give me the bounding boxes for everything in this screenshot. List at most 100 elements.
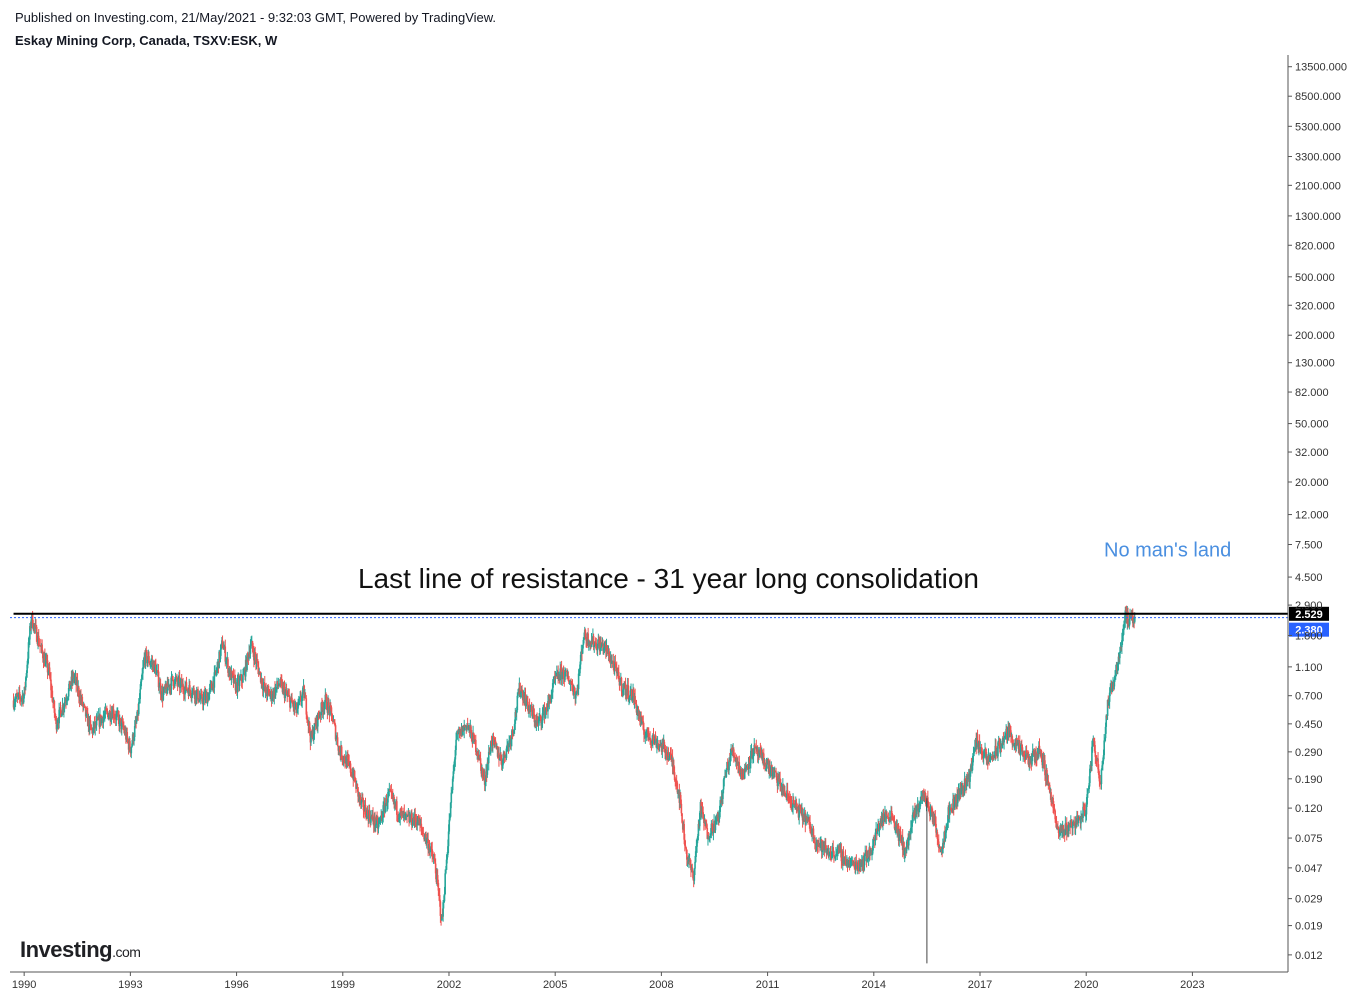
candle-body (971, 765, 973, 772)
candle-body (230, 670, 233, 681)
candle-body (561, 671, 564, 680)
candle-body (268, 691, 271, 697)
candle-body (163, 687, 165, 693)
candle-body (1106, 700, 1109, 716)
candle-body (1085, 814, 1087, 817)
candle-body (193, 688, 195, 694)
y-tick-label: 200.000 (1295, 330, 1335, 342)
candle-body (500, 754, 502, 760)
candle-body (641, 719, 643, 724)
x-tick-label: 2008 (649, 979, 673, 991)
candle-body (1124, 610, 1127, 623)
candle-body (510, 738, 513, 745)
candle-body (505, 748, 508, 758)
candle-body (202, 696, 205, 705)
candle-body (149, 663, 152, 665)
candle-body (146, 651, 148, 663)
candle-body (451, 790, 453, 793)
y-tick-label: 2.900 (1295, 600, 1323, 612)
candle-body (489, 752, 491, 754)
candle-body (174, 678, 177, 680)
y-tick-label: 7.500 (1295, 540, 1323, 552)
candle-body (679, 795, 682, 804)
candle-body (608, 651, 611, 661)
candle-body (447, 846, 449, 855)
candle-body (697, 823, 700, 836)
candle-body (72, 674, 75, 680)
candle-body (425, 839, 428, 843)
candle-body (1105, 715, 1108, 727)
candle-body (1078, 816, 1081, 819)
candle-body (885, 814, 888, 819)
candle-body (743, 778, 745, 780)
candle-body (1025, 750, 1028, 755)
candle-body (722, 779, 725, 790)
y-tick-label: 820.000 (1295, 240, 1335, 252)
candle-body (808, 818, 811, 822)
candle-body (180, 679, 183, 687)
candle-body (1001, 744, 1003, 747)
candle-body (617, 671, 620, 680)
candle-body (951, 811, 954, 813)
candle-body (313, 723, 316, 735)
candle-body (141, 673, 144, 679)
candle-body (321, 702, 323, 707)
candle-body (387, 791, 390, 793)
candle-body (661, 742, 664, 752)
candle-body (450, 792, 453, 803)
candle-body (532, 710, 535, 715)
candle-body (411, 813, 413, 826)
candle-body (899, 831, 902, 842)
investing-logo[interactable]: Investing.com (20, 937, 141, 963)
candle-body (916, 806, 918, 815)
candle-body (599, 641, 602, 652)
candle-body (65, 700, 68, 702)
candle-body (130, 747, 133, 754)
candle-body (942, 842, 944, 854)
candle-body (575, 694, 577, 699)
candle-body (1113, 679, 1116, 687)
candle-body (347, 757, 349, 760)
candle-body (393, 796, 395, 804)
candle-body (675, 780, 677, 783)
candle-body (483, 775, 486, 785)
candle-body (828, 854, 830, 857)
candle-body (945, 826, 948, 833)
x-tick-label: 2020 (1074, 979, 1098, 991)
candle-body (252, 648, 254, 654)
candle-body (123, 727, 125, 730)
candle-body (571, 684, 574, 691)
candle-body (379, 819, 381, 822)
candle-body (1085, 804, 1088, 815)
candle-body (922, 790, 924, 794)
candle-body (568, 683, 571, 685)
candle-body (1031, 750, 1034, 755)
candle-body (993, 755, 996, 757)
candle-body (50, 679, 52, 691)
candle-body (378, 821, 380, 825)
candle-body (528, 706, 531, 713)
candle-body (486, 762, 489, 775)
candle-body (946, 822, 949, 826)
candle-body (801, 807, 804, 821)
candle-body (495, 743, 498, 749)
candle-body (905, 841, 908, 851)
candle-body (305, 698, 308, 715)
candle-body (716, 815, 719, 819)
candle-body (696, 839, 698, 847)
candle-body (76, 679, 79, 691)
candle-body (1025, 750, 1027, 760)
candle-body (903, 842, 905, 855)
candle-body (135, 719, 138, 722)
candle-body (375, 817, 378, 826)
candle-body (385, 798, 388, 806)
candle-body (477, 752, 479, 756)
candle-body (907, 836, 910, 846)
candle-body (819, 842, 822, 846)
candle-body (809, 821, 811, 832)
candle-body (1057, 826, 1059, 828)
candle-body (693, 868, 696, 881)
candle-body (346, 757, 348, 768)
candle-body (934, 815, 937, 824)
candle-body (753, 745, 756, 755)
